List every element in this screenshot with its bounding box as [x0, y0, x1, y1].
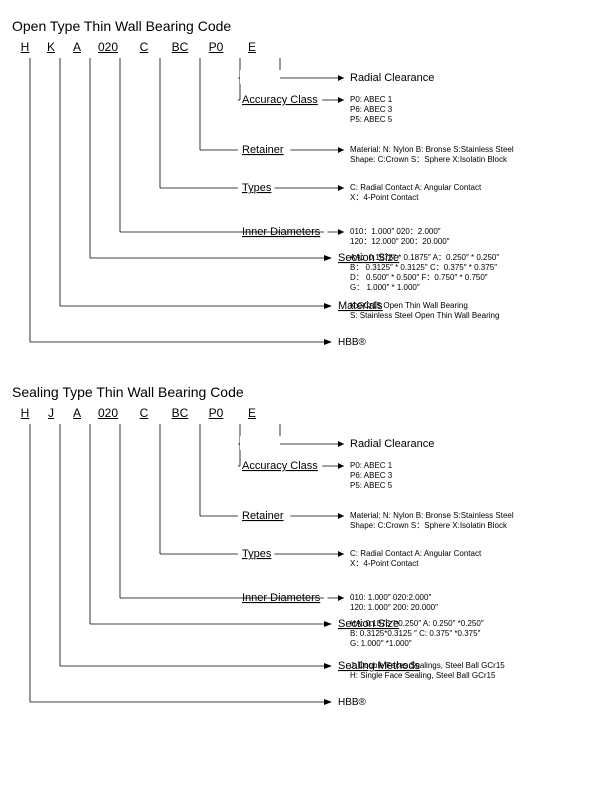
svg-text:Retainer: Retainer: [242, 144, 284, 156]
svg-text:Types: Types: [242, 548, 272, 560]
code-position: E: [234, 406, 270, 420]
code-position: P0: [198, 406, 234, 420]
code-position: J: [38, 406, 64, 420]
svg-text:P0: ABEC 1: P0: ABEC 1: [350, 95, 393, 104]
code-position: A: [64, 40, 90, 54]
svg-text:P5: ABEC 5: P5: ABEC 5: [350, 481, 393, 490]
code-position: BC: [162, 406, 198, 420]
svg-text:X：4-Point Contact: X：4-Point Contact: [350, 193, 419, 202]
diagram2-svg: Radial Clearance Accuracy Class P0: ABEC 1…: [12, 422, 588, 718]
svg-text:120：12.000″ 200：20.000″: 120：12.000″ 200：20.000″: [350, 237, 450, 246]
svg-text:010：1.000″ 020：2.000″: 010：1.000″ 020：2.000″: [350, 227, 441, 236]
svg-text:B: 0.3125*0.3125 ″ C: 0.375″ *: B: 0.3125*0.3125 ″ C: 0.375″ *0.375″: [350, 629, 481, 638]
svg-text:D： 0.500″ * 0.500″ F：0.: D： 0.500″ * 0.500″ F：0.750″ * 0.750″: [350, 273, 488, 282]
svg-text:Accuracy Class: Accuracy Class: [242, 94, 318, 106]
svg-text:H: Single Face Sealing, Steel: H: Single Face Sealing, Steel Ball GCr15: [350, 671, 496, 680]
code-position: A: [64, 406, 90, 420]
svg-text:AA：0.1875″ * 0.1875″ A：0.25: AA：0.1875″ * 0.1875″ A：0.250″ * 0.250″: [350, 253, 499, 262]
diagram2-code-row: HJA020CBCP0E: [12, 406, 588, 420]
svg-text:Radial Clearance: Radial Clearance: [350, 72, 434, 84]
svg-text:Retainer: Retainer: [242, 510, 284, 522]
svg-text:G: 1.000″ *1.000″: G: 1.000″ *1.000″: [350, 639, 412, 648]
svg-text:Types: Types: [242, 182, 272, 194]
svg-text:S: Stainless Steel Open Thin W: S: Stainless Steel Open Thin Wall Bearin…: [350, 311, 499, 320]
code-position: 020: [90, 40, 126, 54]
svg-text:P6: ABEC 3: P6: ABEC 3: [350, 105, 393, 114]
svg-text:P0: ABEC 1: P0: ABEC 1: [350, 461, 393, 470]
svg-text:B： 0.3125″ * 0.3125″ C：0.3: B： 0.3125″ * 0.3125″ C：0.375″ * 0.375″: [350, 263, 497, 272]
svg-text:C: Radial Contact A: Angular: C: Radial Contact A: Angular Contact: [350, 183, 482, 192]
diagram1-title: Open Type Thin Wall Bearing Code: [12, 18, 588, 34]
diagram1-svg: Radial Clearance Accuracy Class P0: ABEC 1…: [12, 56, 588, 356]
svg-text:Inner Diameters: Inner Diameters: [242, 226, 321, 238]
code-position: C: [126, 406, 162, 420]
diagram-open-type: Open Type Thin Wall Bearing Code HKA020C…: [12, 18, 588, 356]
svg-text:Shape: C:Crown S：Sphere X:I: Shape: C:Crown S：Sphere X:Isolatin Block: [350, 521, 508, 530]
diagram2-title: Sealing Type Thin Wall Bearing Code: [12, 384, 588, 400]
diagram-sealing-type: Sealing Type Thin Wall Bearing Code HJA0…: [12, 384, 588, 718]
svg-text:P5: ABEC 5: P5: ABEC 5: [350, 115, 393, 124]
svg-text:K:GCr15 Open Thin Wall Bearing: K:GCr15 Open Thin Wall Bearing: [350, 301, 468, 310]
svg-text:HBB®: HBB®: [338, 697, 367, 708]
svg-text:HBB®: HBB®: [338, 337, 367, 348]
code-position: BC: [162, 40, 198, 54]
svg-text:G： 1.000″ * 1.000″: G： 1.000″ * 1.000″: [350, 283, 420, 292]
code-position: E: [234, 40, 270, 54]
diagram1-code-row: HKA020CBCP0E: [12, 40, 588, 54]
svg-text:Inner Diameters: Inner Diameters: [242, 592, 321, 604]
svg-text:010: 1.000″ 020:2.000″: 010: 1.000″ 020:2.000″: [350, 593, 431, 602]
svg-text:Material: N: Nylon B: Bronse S: Material: N: Nylon B: Bronse S:Stainless…: [350, 145, 514, 154]
svg-text:X：4-Point Contact: X：4-Point Contact: [350, 559, 419, 568]
code-position: 020: [90, 406, 126, 420]
svg-text:Accuracy Class: Accuracy Class: [242, 460, 318, 472]
code-position: K: [38, 40, 64, 54]
code-position: H: [12, 406, 38, 420]
svg-text:Material: N: Nylon B: Bronse S: Material: N: Nylon B: Bronse S:Stainless…: [350, 511, 514, 520]
svg-text:Radial Clearance: Radial Clearance: [350, 438, 434, 450]
svg-text:P6: ABEC 3: P6: ABEC 3: [350, 471, 393, 480]
svg-text:J: Double Faces Sealings, Stee: J: Double Faces Sealings, Steel Ball GCr…: [350, 661, 505, 670]
svg-text:120: 1.000″ 200: 20.000″: 120: 1.000″ 200: 20.000″: [350, 603, 438, 612]
svg-text:Shape: C:Crown S：Sphere X:I: Shape: C:Crown S：Sphere X:Isolatin Block: [350, 155, 508, 164]
svg-text:HA: 0.1875 ″*0.250″ A: 0.250″: HA: 0.1875 ″*0.250″ A: 0.250″ *0.250″: [350, 619, 484, 628]
code-position: H: [12, 40, 38, 54]
code-position: C: [126, 40, 162, 54]
svg-text:C: Radial Contact A: Angular: C: Radial Contact A: Angular Contact: [350, 549, 482, 558]
code-position: P0: [198, 40, 234, 54]
